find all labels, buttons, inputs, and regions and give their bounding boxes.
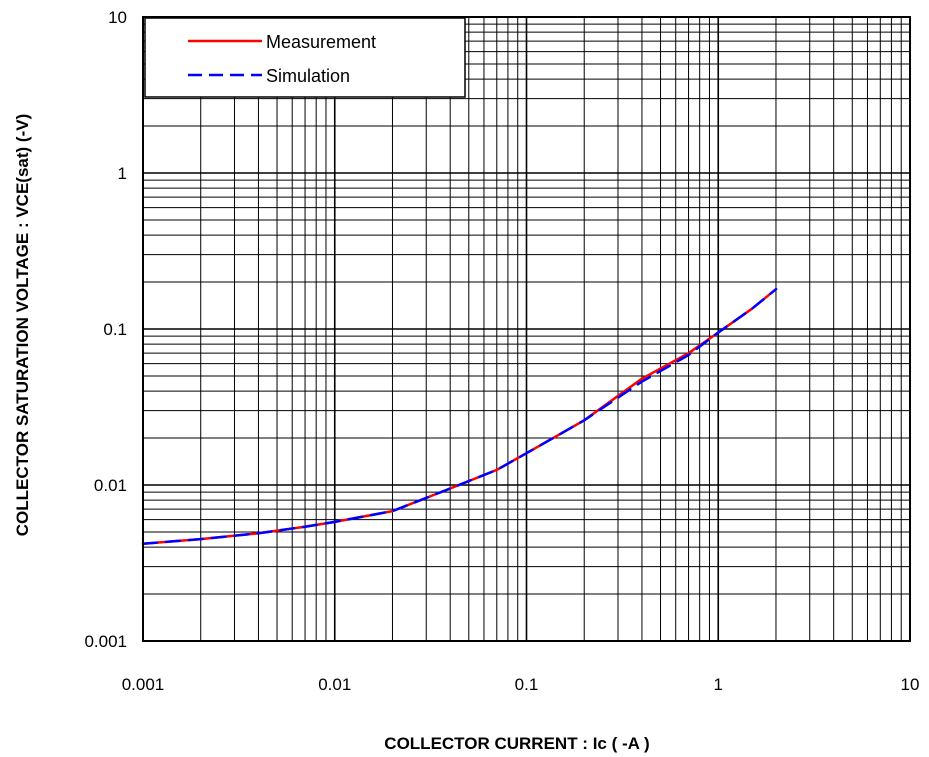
y-tick-label: 0.001 [84, 632, 127, 651]
x-tick-label: 0.001 [122, 675, 165, 694]
legend-box [144, 17, 466, 98]
y-tick-label: 0.01 [94, 476, 127, 495]
grid [142, 17, 910, 642]
y-tick-label: 10 [108, 8, 127, 27]
series-simulation-line [141, 287, 778, 546]
x-tick-label: 0.1 [515, 675, 539, 694]
y-tick-label: 0.1 [103, 320, 127, 339]
plot-frame [142, 16, 911, 642]
x-tick-label: 0.01 [318, 675, 351, 694]
legend-measurement-label: Measurement [266, 32, 376, 52]
y-axis-title: COLLECTOR SATURATION VOLTAGE : VCE(sat) … [13, 114, 32, 536]
x-tick-label: 10 [901, 675, 920, 694]
y-tick-label: 1 [118, 164, 127, 183]
series-lines [141, 287, 778, 546]
tick-labels: 0.001 0.01 0.1 1 10 0.001 0.01 0.1 1 10 [84, 8, 919, 694]
legend-simulation-label: Simulation [266, 66, 350, 86]
legend: Measurement Simulation [144, 17, 466, 98]
x-tick-label: 1 [714, 675, 723, 694]
x-axis-title: COLLECTOR CURRENT : Ic ( -A ) [384, 734, 649, 753]
